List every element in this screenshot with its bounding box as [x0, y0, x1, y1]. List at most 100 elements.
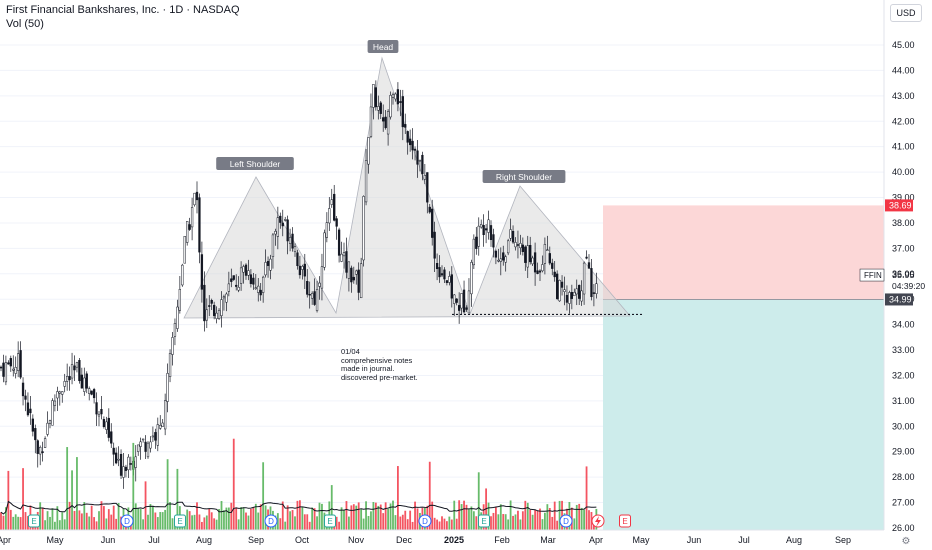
candle-up	[63, 381, 66, 387]
candle-down	[195, 191, 199, 201]
volume-bar	[551, 516, 554, 530]
volume-bar	[463, 500, 465, 530]
earnings-marker[interactable]: E	[478, 514, 490, 528]
volume-ma-line	[0, 500, 597, 515]
volume-bar	[71, 470, 73, 530]
volume-bar	[477, 472, 480, 530]
dividend-marker[interactable]: D	[559, 514, 573, 528]
volume-indicator-label[interactable]: Vol (50)	[6, 18, 44, 30]
price-tick-label: 28.00	[892, 472, 915, 482]
earnings-marker[interactable]: E	[324, 514, 336, 528]
candle-up	[269, 258, 272, 271]
stop-zone[interactable]	[603, 205, 884, 300]
candle-down	[85, 373, 88, 389]
dividend-marker[interactable]: D	[120, 514, 134, 528]
entry-price-text: 34.99	[889, 294, 912, 304]
earnings-box[interactable]	[28, 514, 40, 528]
candle-up	[330, 199, 333, 205]
volume-bar	[512, 515, 514, 530]
earnings-marker[interactable]: E	[174, 514, 186, 528]
dividend-circle[interactable]	[559, 514, 573, 528]
head-label-text: Head	[373, 42, 394, 52]
volume-bar	[441, 516, 443, 530]
candle-up	[563, 289, 566, 292]
position-tool[interactable]	[603, 205, 884, 530]
dividend-circle[interactable]	[120, 514, 134, 528]
dividend-circle[interactable]	[264, 514, 278, 528]
candle-down	[524, 246, 527, 263]
volume-bar	[294, 516, 296, 530]
volume-bar	[68, 501, 71, 530]
time-axis-label: Apr	[589, 535, 603, 545]
candle-down	[438, 267, 441, 278]
head-label[interactable]: Head	[367, 40, 399, 53]
pattern-polygon[interactable]	[183, 56, 631, 319]
candlesticks	[0, 80, 598, 489]
head-and-shoulders-pattern[interactable]	[183, 56, 642, 319]
dividend-marker[interactable]: D	[264, 514, 278, 528]
earnings-box[interactable]	[174, 514, 186, 528]
candle-up	[347, 261, 351, 279]
candle-down	[431, 208, 434, 238]
volume-bar	[142, 519, 144, 530]
candle-down	[232, 275, 235, 280]
volume-bar	[384, 502, 387, 530]
candle-up	[391, 94, 395, 98]
candle-up	[360, 263, 363, 299]
dividend-circle[interactable]	[418, 514, 432, 528]
volume-bar	[14, 514, 17, 530]
volume-bar	[357, 502, 360, 530]
candle-up	[66, 376, 69, 382]
earnings-box[interactable]	[619, 514, 631, 528]
volume-bar	[301, 507, 304, 530]
candle-up	[215, 312, 218, 319]
price-tick-label: 26.00	[892, 523, 915, 533]
target-zone[interactable]	[603, 299, 884, 530]
volume-bar	[321, 503, 323, 530]
volume-bar	[39, 502, 42, 530]
right-shoulder-label-box[interactable]	[482, 170, 566, 183]
symbol-tag[interactable]	[859, 268, 885, 282]
earnings-box[interactable]	[324, 514, 336, 528]
earnings-box[interactable]	[478, 514, 490, 528]
volume-bar	[76, 457, 78, 530]
candle-up	[4, 362, 8, 383]
left-shoulder-label[interactable]: Left Shoulder	[216, 157, 294, 170]
volume-bar	[41, 507, 44, 530]
time-axis[interactable]: Apr May Jun Jul Aug Sep Oct Nov Dec 2025 Feb Mar Apr…	[0, 529, 884, 545]
volume-bar	[93, 517, 95, 530]
candle-down	[298, 265, 302, 276]
candle-up	[293, 246, 297, 252]
volume-bar	[218, 509, 220, 530]
earnings-marker[interactable]: E	[28, 514, 40, 528]
event-marker-letter: E	[327, 517, 332, 526]
head-label-box[interactable]	[367, 40, 399, 53]
candle-up	[46, 422, 49, 435]
candle-up	[470, 262, 473, 295]
dividend-marker[interactable]: D	[418, 514, 432, 528]
candle-up	[205, 309, 208, 321]
currency-button[interactable]: USD	[890, 4, 922, 22]
volume-bar	[411, 521, 414, 530]
volume-bar	[58, 520, 61, 530]
candle-up	[156, 424, 159, 446]
volume-bar	[284, 521, 287, 530]
candle-down	[154, 432, 157, 441]
volume-bar	[247, 515, 250, 530]
left-shoulder-label-box[interactable]	[216, 157, 294, 170]
settings-gear-icon[interactable]: ⚙	[902, 536, 911, 547]
volume-bar	[105, 518, 108, 530]
candle-up	[369, 106, 373, 137]
earnings-marker[interactable]: E	[619, 514, 631, 528]
volume-bar	[54, 521, 56, 530]
candle-up	[477, 225, 480, 247]
volume-bar	[171, 518, 174, 530]
price-scale[interactable]: 45.00 44.00 43.00 42.00 41.00 40.00 39.00 38.00…	[883, 0, 932, 550]
price-tick-label: 34.00	[892, 320, 915, 330]
price-tick-label: 29.00	[892, 447, 915, 457]
volume-bar	[490, 516, 492, 530]
volume-bar	[0, 512, 2, 530]
candle-up	[178, 289, 181, 311]
right-shoulder-label[interactable]: Right Shoulder	[482, 170, 566, 183]
